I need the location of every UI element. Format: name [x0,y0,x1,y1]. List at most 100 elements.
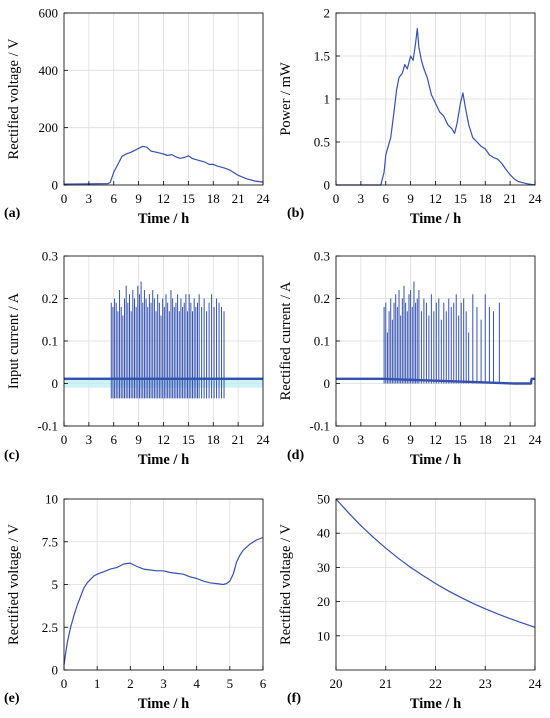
x-tick-label: 3 [86,432,93,447]
panel-label: (d) [287,448,304,463]
x-tick-label: 15 [182,432,195,447]
x-tick-label: 0 [333,432,340,447]
y-axis-label: Rectified voltage / V [6,524,22,645]
y-tick-label: 10 [45,492,58,507]
x-tick-label: 9 [135,432,142,447]
x-tick-label: 18 [479,432,492,447]
x-tick-label: 4 [193,676,200,691]
x-tick-label: 6 [111,191,118,206]
x-axis-label: Time / h [410,211,461,227]
panel-f: 20 21 22 23 24 10 20 30 40 50 Time / h Rectified vo… [278,492,542,713]
y-tick-label: 0 [52,178,59,193]
series-line-0 [335,498,536,628]
x-tick-label: 9 [407,432,414,447]
y-tick-label: 20 [317,594,330,609]
y-tick-label: 40 [317,526,330,541]
y-tick-label: 10 [317,628,330,643]
y-axis-label: Rectified voltage / V [6,38,22,159]
x-tick-label: 3 [358,191,365,206]
x-tick-label: 6 [383,432,390,447]
panel-label: (c) [4,448,20,463]
x-tick-label: 0 [61,432,68,447]
x-tick-label: 23 [479,676,492,691]
x-tick-label: 1 [94,676,101,691]
y-tick-label: -0.1 [37,419,58,434]
y-tick-label: 0.5 [314,135,330,150]
x-tick-label: 12 [429,432,442,447]
x-tick-label: 6 [260,676,267,691]
x-tick-label: 15 [182,191,195,206]
x-tick-label: 3 [160,676,167,691]
x-tick-label: 24 [529,676,543,691]
panel-label: (b) [287,206,304,221]
y-tick-label: 0 [52,663,59,678]
x-tick-label: 24 [257,432,271,447]
y-tick-label: 600 [39,6,59,21]
x-axis-label: Time / h [410,696,461,712]
y-tick-label: 1.5 [314,49,330,64]
x-tick-label: 2 [127,676,134,691]
x-tick-label: 12 [157,432,170,447]
panel-label: (f) [287,691,301,706]
y-tick-label: 0.2 [42,291,58,306]
y-tick-label: 0.3 [42,249,58,264]
y-tick-label: 0.1 [314,334,330,349]
y-tick-label: 30 [317,560,330,575]
x-tick-label: 24 [529,191,543,206]
y-axis-label: Input current / A [6,292,22,389]
x-axis-label: Time / h [410,452,461,468]
y-tick-label: 1 [324,92,331,107]
x-tick-label: 9 [407,191,414,206]
x-tick-label: 18 [207,432,220,447]
x-tick-label: 21 [232,432,245,447]
x-tick-label: 15 [454,432,467,447]
series-line-0 [63,145,264,185]
x-tick-label: 3 [358,432,365,447]
y-tick-label: 400 [39,63,59,78]
panel-a: 0 3 6 9 12 15 18 21 24 0 200 400 600 Time / h Rectifie… [4,6,270,228]
x-tick-label: 24 [529,432,543,447]
y-tick-label: 0.3 [314,249,330,264]
x-tick-label: 6 [383,191,390,206]
panel-e: 0 1 2 3 4 5 6 0 2.5 5 7.5 10 Time / h Rectified volta… [4,492,267,713]
y-tick-label: 2 [324,6,331,21]
x-tick-label: 12 [429,191,442,206]
y-axis-label: Rectified voltage / V [278,524,294,645]
series-line-0 [336,27,536,186]
y-tick-label: 5 [52,577,59,592]
y-tick-label: 0.1 [42,334,58,349]
series-line-0 [336,377,535,385]
x-tick-label: 18 [479,191,492,206]
series-line-0 [63,536,264,665]
y-tick-label: 0 [324,178,331,193]
x-tick-label: 15 [454,191,467,206]
y-axis-label: Rectified current / A [278,281,294,400]
x-tick-label: 21 [504,191,517,206]
x-tick-label: 18 [207,191,220,206]
y-tick-label: 200 [39,120,59,135]
x-tick-label: 6 [111,432,118,447]
y-tick-label: 2.5 [42,620,58,635]
y-axis-label: Power / mW [278,62,294,136]
x-tick-label: 22 [429,676,442,691]
x-tick-label: 21 [504,432,517,447]
panel-b: 0 3 6 9 12 15 18 21 24 0 0.5 1 1.5 2 Time / h Power / m… [278,6,542,228]
x-axis-label: Time / h [138,696,189,712]
x-tick-label: 3 [86,191,93,206]
y-tick-label: -0.1 [309,419,330,434]
x-tick-label: 21 [379,676,392,691]
x-tick-label: 0 [333,191,340,206]
y-tick-label: 0 [324,376,331,391]
x-axis-label: Time / h [138,211,189,227]
x-axis-label: Time / h [138,452,189,468]
x-tick-label: 5 [227,676,234,691]
x-tick-label: 12 [157,191,170,206]
noise-band [64,377,263,388]
panel-label: (e) [4,691,20,706]
y-tick-label: 50 [317,492,330,507]
x-tick-label: 20 [330,676,343,691]
x-tick-label: 24 [257,191,271,206]
